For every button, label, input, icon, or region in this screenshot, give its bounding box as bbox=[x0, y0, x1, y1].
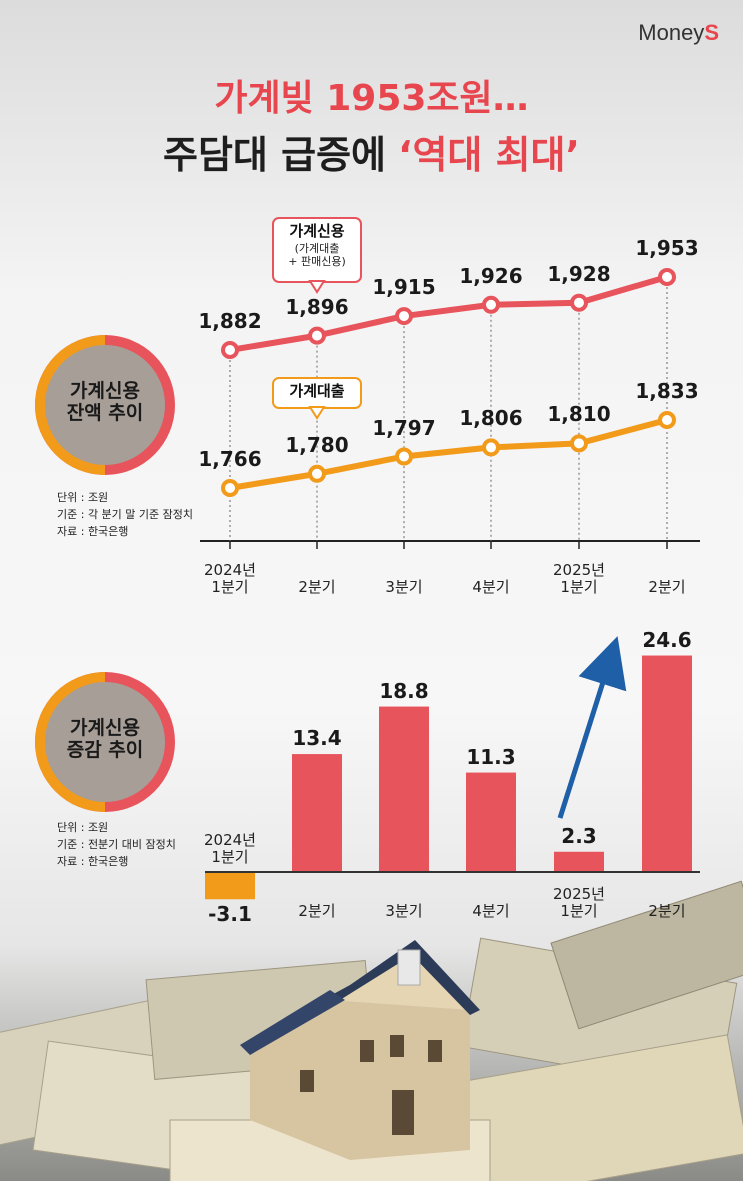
data-point bbox=[395, 447, 413, 466]
value-label: -3.1 bbox=[208, 902, 252, 927]
title-line1: 가계빚 1953조원… bbox=[214, 78, 529, 119]
x-tick-label: 2분기 bbox=[298, 901, 336, 920]
badge-fill bbox=[45, 682, 165, 802]
legend-entry: 가계대출 bbox=[289, 382, 345, 400]
x-tick-label: 4분기 bbox=[472, 577, 510, 596]
note: 자료 : 한국은행 bbox=[57, 525, 129, 538]
data-point bbox=[658, 268, 676, 286]
x-tick-label: 3분기 bbox=[385, 577, 423, 596]
x-tick-label: 4분기 bbox=[472, 901, 510, 920]
x-tick-label: 2024년 1분기 bbox=[204, 560, 256, 596]
bar bbox=[379, 706, 429, 872]
x-tick-label: 2024년 1분기 bbox=[204, 830, 256, 866]
bar bbox=[292, 754, 342, 872]
chart-title: 가계신용 증감 추이 bbox=[66, 717, 144, 761]
series-line bbox=[229, 417, 668, 491]
callout-pointer bbox=[308, 280, 326, 294]
value-label: 24.6 bbox=[642, 627, 692, 652]
note: 단위 : 조원 bbox=[57, 821, 109, 834]
value-label: 13.4 bbox=[292, 726, 342, 751]
bar bbox=[642, 655, 692, 872]
data-point bbox=[570, 293, 588, 312]
data-point bbox=[221, 479, 239, 497]
value-label: 1,896 bbox=[285, 294, 349, 319]
data-point bbox=[482, 295, 500, 314]
x-tick-label: 2분기 bbox=[648, 577, 686, 596]
value-label: 1,926 bbox=[459, 263, 523, 288]
logo: MoneyS bbox=[638, 20, 719, 45]
x-tick-label: 2분기 bbox=[648, 901, 686, 920]
logo-accent: S bbox=[704, 20, 719, 45]
data-point bbox=[308, 326, 326, 345]
x-tick-label: 2025년 1분기 bbox=[553, 560, 605, 596]
x-tick-label: 2025년 1분기 bbox=[553, 884, 605, 920]
value-label: 1,810 bbox=[547, 402, 611, 427]
x-tick-label: 3분기 bbox=[385, 901, 423, 920]
value-label: 1,806 bbox=[459, 406, 523, 431]
title-line2-accent: ‘역대 최대’ bbox=[398, 133, 580, 177]
value-label: 1,797 bbox=[372, 415, 436, 440]
legend-entry: 가계신용 bbox=[289, 222, 345, 240]
value-label: 1,928 bbox=[547, 261, 611, 286]
x-tick-label: 2분기 bbox=[298, 577, 336, 596]
title-line2: 주담대 급증에 ‘역대 최대’ bbox=[0, 133, 743, 178]
series-line bbox=[229, 274, 668, 353]
data-point bbox=[221, 341, 239, 359]
bar bbox=[554, 851, 604, 872]
money-house-illustration bbox=[0, 880, 743, 1181]
value-label: 1,780 bbox=[285, 432, 349, 457]
value-label: 1,833 bbox=[635, 379, 699, 403]
series-note: (가계대출 + 판매신용) bbox=[288, 242, 346, 268]
value-label: 1,882 bbox=[198, 309, 262, 333]
bar bbox=[205, 872, 255, 900]
value-label: 1,915 bbox=[372, 275, 436, 300]
note: 기준 : 각 분기 말 기준 잠정치 bbox=[57, 508, 194, 521]
data-point bbox=[482, 438, 500, 457]
note: 기준 : 전분기 대비 잠정치 bbox=[57, 838, 176, 851]
value-label: 18.8 bbox=[379, 678, 429, 703]
data-point bbox=[395, 307, 413, 326]
note: 단위 : 조원 bbox=[57, 491, 109, 504]
value-label: 1,953 bbox=[635, 236, 699, 260]
value-label: 11.3 bbox=[466, 744, 516, 769]
value-label: 2.3 bbox=[561, 823, 597, 848]
note: 자료 : 한국은행 bbox=[57, 855, 129, 868]
title-line2-text: 주담대 급증에 bbox=[163, 133, 387, 177]
chart-title: 가계신용 잔액 추이 bbox=[66, 380, 144, 424]
trend-arrow bbox=[557, 636, 627, 819]
data-point bbox=[658, 411, 676, 429]
data-point bbox=[570, 434, 588, 453]
logo-text: Money bbox=[638, 20, 705, 45]
callout-pointer bbox=[308, 406, 326, 420]
bar bbox=[466, 772, 516, 872]
data-point bbox=[308, 464, 326, 483]
value-label: 1,766 bbox=[198, 447, 262, 471]
badge-fill bbox=[45, 345, 165, 465]
